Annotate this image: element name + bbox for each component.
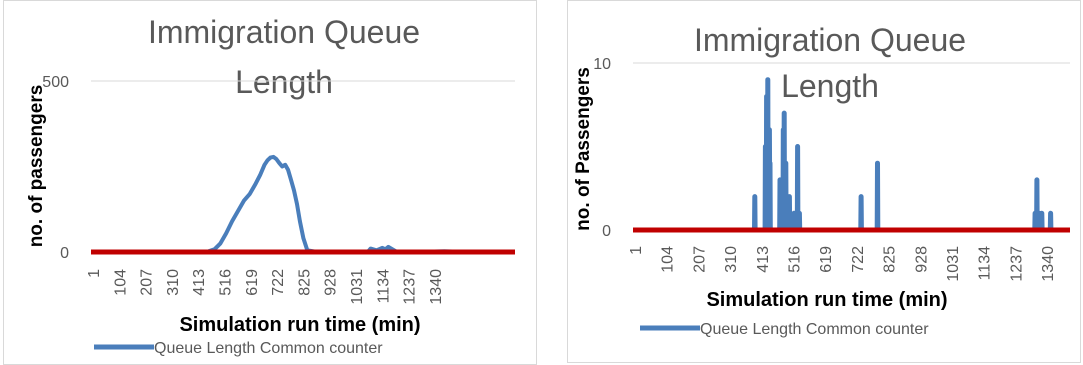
x-tick-label: 104 xyxy=(660,246,677,273)
chart-title: Length xyxy=(781,68,879,104)
chart-panel-right: Immigration Queue Length 0 10 no. of Passeng… xyxy=(567,0,1081,363)
x-tick-label: 928 xyxy=(913,246,930,273)
chart-panel-left: Immigration Queue Length 0 500 no. of passen… xyxy=(3,0,537,365)
chart-title: Length xyxy=(235,64,333,100)
x-tick-label: 1031 xyxy=(945,246,962,282)
x-tick-label: 413 xyxy=(191,269,208,296)
chart-title: Immigration Queue xyxy=(694,22,966,58)
x-tick-label: 413 xyxy=(755,246,772,273)
x-tick-label: 722 xyxy=(850,246,867,273)
legend-label: Queue Length Common counter xyxy=(154,340,383,357)
x-tick-label: 104 xyxy=(112,269,129,296)
x-tick-label: 619 xyxy=(244,269,261,296)
y-axis-label: no. of Passengers xyxy=(573,67,594,231)
x-tick-label: 619 xyxy=(818,246,835,273)
x-tick-label: 310 xyxy=(723,246,740,273)
series-line xyxy=(202,154,474,254)
x-tick-label: 825 xyxy=(882,246,899,273)
x-tick-label: 1237 xyxy=(1008,246,1025,282)
x-tick-label: 1 xyxy=(86,269,103,278)
x-tick-label: 310 xyxy=(165,269,182,296)
x-tick-label: 1134 xyxy=(375,269,392,304)
legend-label: Queue Length Common counter xyxy=(700,321,929,338)
y-tick-label: 0 xyxy=(60,245,69,262)
x-tick-label: 1 xyxy=(628,246,645,255)
x-tick-label: 1237 xyxy=(402,269,419,305)
chart-title: Immigration Queue xyxy=(148,14,420,50)
x-tick-label: 1340 xyxy=(1040,246,1057,282)
x-tick-label: 516 xyxy=(787,246,804,273)
x-tick-label: 722 xyxy=(270,269,287,296)
x-tick-label: 1340 xyxy=(428,269,445,305)
x-tick-label: 207 xyxy=(691,246,708,273)
x-tick-label: 1031 xyxy=(349,269,366,305)
x-tick-label: 207 xyxy=(139,269,156,296)
y-axis-label: no. of passengers xyxy=(26,85,47,248)
x-tick-label: 516 xyxy=(218,269,235,296)
x-tick-label: 825 xyxy=(296,269,313,296)
x-axis-label: Simulation run time (min) xyxy=(706,289,947,311)
x-tick-label: 1134 xyxy=(977,246,994,281)
y-tick-label: 10 xyxy=(593,56,611,73)
y-tick-label: 500 xyxy=(42,74,69,91)
x-tick-label: 928 xyxy=(323,269,340,296)
y-tick-label: 0 xyxy=(602,223,611,240)
x-axis-label: Simulation run time (min) xyxy=(179,314,420,336)
